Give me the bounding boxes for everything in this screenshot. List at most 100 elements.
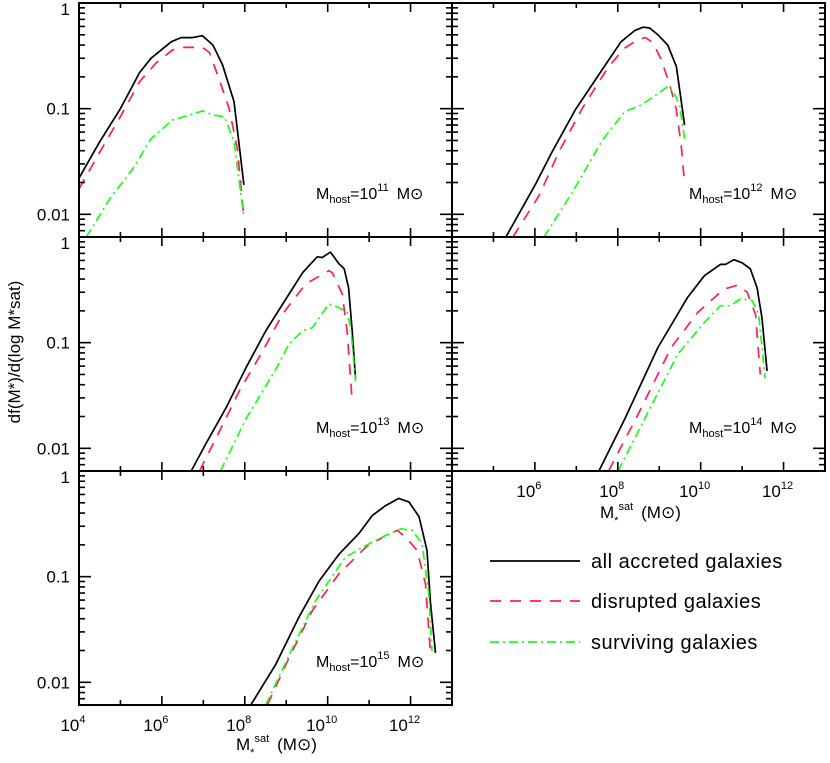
- series-line-dash-dot: [617, 298, 767, 471]
- x-tick-exponent: 4: [79, 714, 85, 726]
- legend-label: disrupted galaxies: [591, 591, 761, 613]
- legend-label: surviving galaxies: [591, 632, 758, 654]
- series-line-dash-dot: [219, 303, 357, 471]
- x-label-subscript: *: [250, 747, 255, 759]
- panel-frame: [451, 236, 826, 472]
- series-line-solid: [598, 258, 768, 471]
- series-line-dashed: [198, 269, 354, 471]
- x-tick-label: 1010: [679, 480, 710, 501]
- series-line-solid: [190, 251, 357, 471]
- x-tick-exponent: 8: [245, 714, 251, 726]
- annotation-base: =10: [723, 420, 750, 437]
- annotation-base: =10: [350, 654, 377, 671]
- host-mass-annotation: Mhost=1013 M⊙: [316, 416, 424, 440]
- annotation-base: =10: [723, 186, 750, 203]
- annotation-subscript: host: [702, 194, 723, 206]
- host-mass-annotation: Mhost=1011 M⊙: [316, 182, 423, 206]
- x-tick-base: 10: [306, 716, 325, 735]
- series-line-dash-dot: [85, 110, 245, 237]
- x-tick-exponent: 8: [618, 480, 624, 492]
- annotation-unit: M⊙: [398, 654, 425, 671]
- series-line-dash-dot: [264, 527, 433, 705]
- legend-item-all: all accreted galaxies: [490, 551, 783, 573]
- x-tick-label: 1012: [389, 714, 420, 735]
- y-tick-label: 0.01: [37, 439, 70, 458]
- annotation-symbol: M: [689, 420, 702, 437]
- panel-1: 1 0.1 0.01 Mhost=1011 M⊙: [37, 0, 453, 238]
- x-label-superscript: sat: [618, 501, 633, 513]
- x-tick-label: 108: [599, 480, 624, 501]
- y-tick-label: 0.1: [46, 334, 70, 353]
- annotation-unit: M⊙: [771, 420, 798, 437]
- y-tick-label: 0.01: [37, 205, 70, 224]
- series-line-dashed: [266, 529, 432, 705]
- y-axis-label-text: df(M*)/d(log M*sat): [5, 281, 24, 424]
- x-label-symbol: M: [600, 503, 614, 522]
- y-tick-label: 1: [61, 0, 70, 19]
- annotation-exponent: 15: [377, 650, 389, 662]
- panel-3: 1 0.1 0.01 Mhost=1013 M⊙: [37, 234, 453, 472]
- host-mass-annotation: Mhost=1015 M⊙: [316, 650, 424, 674]
- annotation-unit: M⊙: [397, 186, 424, 203]
- x-tick-label: 1012: [762, 480, 793, 501]
- x-tick-exponent: 10: [698, 480, 710, 492]
- annotation-subscript: host: [702, 428, 723, 440]
- annotation-base: =10: [350, 186, 377, 203]
- panel-2: Mhost=1012 M⊙: [451, 2, 826, 238]
- y-tick-label: 0.1: [46, 100, 70, 119]
- x-tick-base: 10: [60, 716, 79, 735]
- host-mass-annotation: Mhost=1014 M⊙: [689, 416, 797, 440]
- series-group: [190, 251, 357, 471]
- x-tick-base: 10: [143, 716, 162, 735]
- series-group: [598, 258, 768, 471]
- x-axis-label-bottom: M* sat (M⊙): [236, 733, 317, 759]
- series-line-dash-dot: [543, 85, 686, 237]
- series-line-solid: [79, 34, 245, 186]
- annotation-symbol: M: [689, 186, 702, 203]
- x-tick-exponent: 6: [535, 480, 541, 492]
- panel-frame: [78, 470, 453, 706]
- annotation-subscript: host: [329, 662, 350, 674]
- annotation-exponent: 14: [750, 416, 762, 428]
- y-tick-label: 1: [61, 468, 70, 487]
- annotation-symbol: M: [316, 186, 329, 203]
- series-group: [250, 497, 437, 705]
- x-tick-base: 10: [226, 716, 245, 735]
- series-group: [79, 34, 245, 237]
- x-tick-exponent: 12: [408, 714, 420, 726]
- panel-frame: [451, 2, 826, 238]
- series-line-dashed: [512, 36, 686, 237]
- x-tick-exponent: 6: [162, 714, 168, 726]
- annotation-symbol: M: [316, 420, 329, 437]
- x-tick-base: 10: [762, 482, 781, 501]
- annotation-subscript: host: [329, 194, 350, 206]
- x-label-subscript: *: [614, 515, 619, 527]
- annotation-base: =10: [350, 420, 377, 437]
- legend-item-disrupted: disrupted galaxies: [490, 591, 761, 613]
- y-tick-label: 0.01: [37, 673, 70, 692]
- x-tick-exponent: 10: [325, 714, 337, 726]
- annotation-unit: M⊙: [771, 186, 798, 203]
- x-label-unit: (M⊙): [641, 503, 681, 522]
- annotation-exponent: 12: [750, 182, 762, 194]
- x-tick-label: 106: [143, 714, 168, 735]
- x-tick-base: 10: [389, 716, 408, 735]
- y-axis-label: df(M*)/d(log M*sat): [5, 281, 24, 424]
- annotation-unit: M⊙: [398, 420, 425, 437]
- x-tick-base: 10: [599, 482, 618, 501]
- series-group: [505, 26, 686, 237]
- x-tick-base: 10: [679, 482, 698, 501]
- series-line-solid: [250, 497, 437, 705]
- x-tick-label: 104: [60, 714, 85, 735]
- x-tick-exponent: 12: [781, 480, 793, 492]
- x-label-superscript: sat: [254, 733, 269, 745]
- panel-frame: [78, 236, 453, 472]
- x-tick-label: 108: [226, 714, 251, 735]
- x-tick-label: 106: [516, 480, 541, 501]
- series-line-dashed: [607, 284, 762, 471]
- host-mass-annotation: Mhost=1012 M⊙: [689, 182, 797, 206]
- annotation-subscript: host: [329, 428, 350, 440]
- legend-label: all accreted galaxies: [591, 551, 783, 573]
